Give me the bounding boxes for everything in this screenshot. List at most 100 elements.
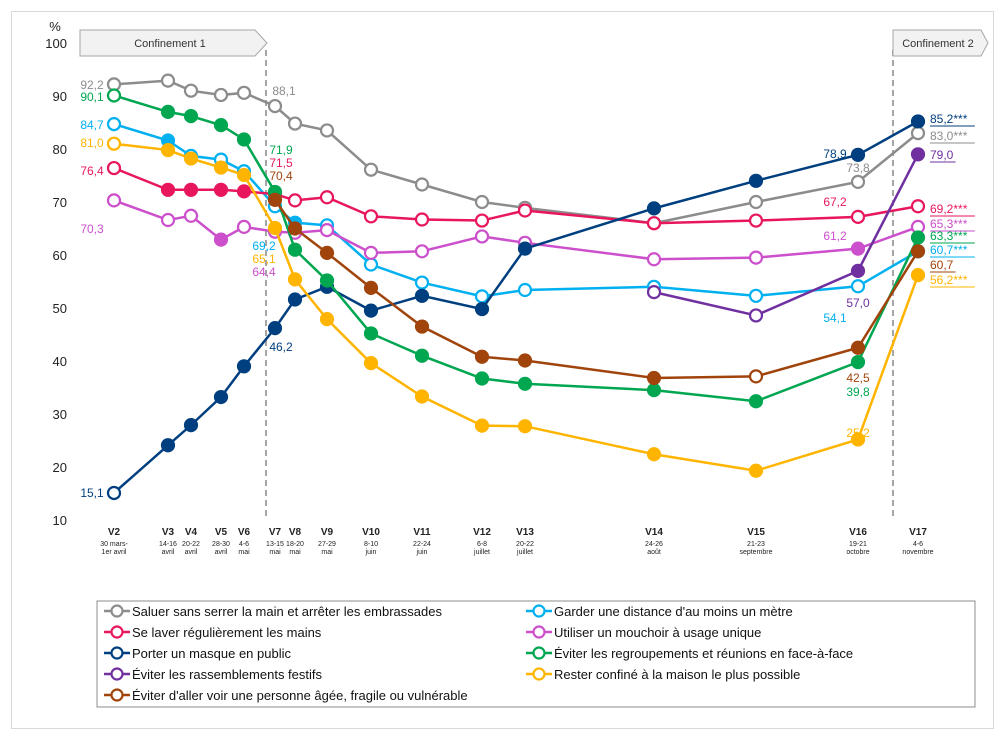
data-point-3-14 xyxy=(850,241,866,256)
data-point-4-13 xyxy=(748,173,764,188)
legend-swatch-marker-2 xyxy=(110,625,124,639)
data-point-3-2 xyxy=(183,208,199,223)
data-point-7-14 xyxy=(850,432,866,447)
data-point-0-4 xyxy=(236,85,252,100)
confinement-2-banner xyxy=(892,29,989,57)
confinement-2-banner-label: Confinement 2 xyxy=(902,38,974,50)
x-tick-date: avril xyxy=(185,549,198,556)
x-tick-date: 28-30 xyxy=(212,541,230,548)
legend-swatch-marker-0 xyxy=(110,604,124,618)
legend-swatch-marker-8 xyxy=(110,688,124,702)
data-point-2-11 xyxy=(517,203,533,218)
data-point-3-9 xyxy=(414,244,430,259)
data-point-1-0 xyxy=(106,116,122,132)
x-tick-date: juillet xyxy=(516,549,533,556)
data-point-1-10 xyxy=(474,289,490,304)
legend-swatch-marker-6 xyxy=(110,667,124,681)
data-point-5-4 xyxy=(236,132,252,147)
x-tick-date: juin xyxy=(365,549,377,556)
data-label-6-15: 79,0 xyxy=(930,148,954,162)
data-point-4-2 xyxy=(183,418,199,433)
data-point-7-11 xyxy=(517,419,533,434)
data-label-5-5: 71,9 xyxy=(269,143,293,157)
data-point-5-8 xyxy=(363,326,379,341)
data-point-5-13 xyxy=(748,394,764,409)
x-tick-wave-V2: V2 xyxy=(108,527,121,538)
data-point-7-7 xyxy=(319,312,335,327)
data-label-5-14: 39,8 xyxy=(846,385,870,399)
legend-label-5: Éviter les regroupements et réunions en … xyxy=(554,646,853,661)
legend-label-3: Utiliser un mouchoir à usage unique xyxy=(554,625,761,640)
data-point-1-13 xyxy=(748,288,764,303)
data-point-5-11 xyxy=(517,376,533,391)
x-tick-date: 21-23 xyxy=(747,541,765,548)
data-point-7-0 xyxy=(106,136,122,151)
data-point-6-13 xyxy=(748,308,764,323)
data-label-0-15: 83,0*** xyxy=(930,129,968,143)
data-point-6-12 xyxy=(646,285,662,300)
data-point-7-6 xyxy=(287,272,303,287)
data-point-6-14 xyxy=(850,263,866,278)
chart-frame xyxy=(11,11,994,729)
data-point-0-3 xyxy=(213,87,229,103)
series-line-5 xyxy=(113,94,920,403)
x-tick-wave-V6: V6 xyxy=(238,527,251,538)
x-tick-date: novembre xyxy=(902,549,933,556)
series-line-0 xyxy=(113,79,919,225)
data-point-6-15 xyxy=(910,147,926,162)
confinement-1-banner xyxy=(79,29,268,57)
x-tick-date: octobre xyxy=(846,549,869,556)
data-point-5-3 xyxy=(213,118,229,133)
data-point-4-9 xyxy=(414,288,430,303)
y-tick-label: 80 xyxy=(53,142,67,157)
data-point-1-11 xyxy=(517,282,533,298)
data-point-7-12 xyxy=(646,447,662,462)
data-point-1-9 xyxy=(414,275,430,290)
data-label-6-14: 57,0 xyxy=(846,296,870,310)
x-tick-date: mai xyxy=(238,549,250,556)
data-point-7-5 xyxy=(267,220,283,236)
data-label-4-0: 15,1 xyxy=(80,486,104,500)
data-point-2-13 xyxy=(748,213,764,228)
data-point-2-9 xyxy=(414,212,430,227)
series-line-7 xyxy=(113,142,920,472)
legend-swatch-marker-7 xyxy=(532,667,546,681)
legend-label-6: Éviter les rassemblements festifs xyxy=(132,667,323,682)
x-tick-wave-V17: V17 xyxy=(909,527,927,538)
data-label-1-0: 84,7 xyxy=(80,118,104,132)
data-point-4-10 xyxy=(474,301,490,317)
data-point-0-1 xyxy=(160,73,176,88)
data-point-0-2 xyxy=(183,83,199,98)
data-label-4-5: 46,2 xyxy=(269,340,293,354)
data-point-5-15 xyxy=(910,230,926,245)
data-point-4-14 xyxy=(850,147,866,162)
data-point-7-3 xyxy=(213,160,229,175)
data-point-5-12 xyxy=(646,383,662,398)
x-tick-wave-V14: V14 xyxy=(645,527,663,538)
x-tick-date: 20-22 xyxy=(516,541,534,548)
x-tick-wave-V9: V9 xyxy=(321,527,334,538)
legend-swatch-marker-1 xyxy=(532,604,546,618)
data-point-7-1 xyxy=(160,142,176,158)
x-tick-wave-V5: V5 xyxy=(215,527,228,538)
series-line-1 xyxy=(113,122,919,298)
data-point-0-10 xyxy=(474,194,490,210)
series-line-6 xyxy=(653,153,920,317)
data-point-4-6 xyxy=(287,292,303,307)
data-label-1-15: 60,7*** xyxy=(930,243,968,257)
data-point-3-12 xyxy=(646,252,662,267)
data-point-2-4 xyxy=(236,184,252,199)
data-label-7-14: 25,2 xyxy=(846,426,870,440)
data-point-7-10 xyxy=(474,418,490,433)
data-point-5-7 xyxy=(319,273,335,288)
x-tick-date: mai xyxy=(269,549,281,556)
x-tick-wave-V11: V11 xyxy=(413,527,431,538)
data-label-1-5: 69,2 xyxy=(252,239,276,253)
data-label-4-14: 78,9 xyxy=(823,147,847,161)
data-point-2-2 xyxy=(183,182,199,197)
x-tick-date: 22-24 xyxy=(413,541,431,548)
data-point-4-1 xyxy=(160,438,176,453)
y-axis-label: % xyxy=(49,19,61,34)
x-tick-date: 18-20 xyxy=(286,541,304,548)
x-tick-date: 6-8 xyxy=(477,541,487,548)
